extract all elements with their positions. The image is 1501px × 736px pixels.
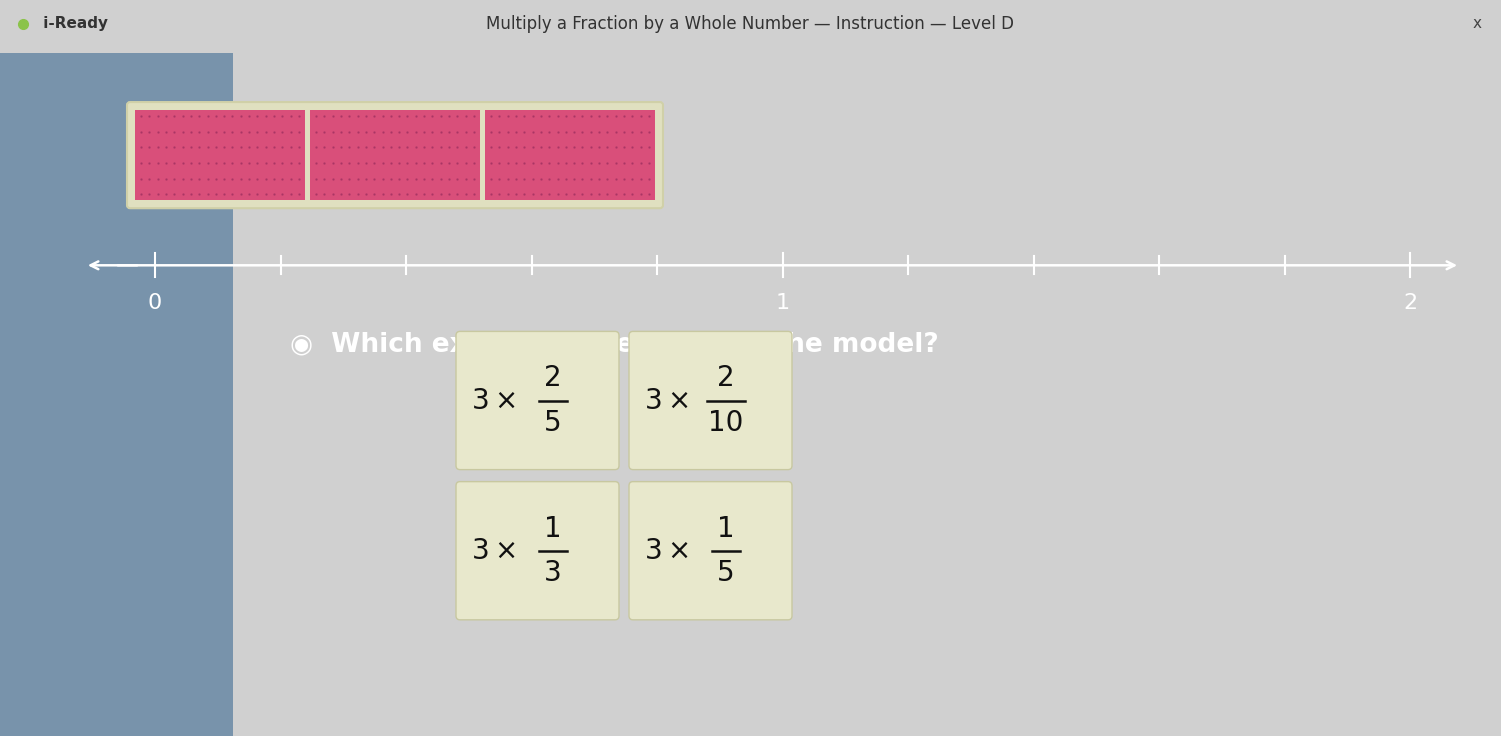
Bar [311, 110, 480, 200]
Bar [485, 110, 654, 200]
Text: 2: 2 [716, 364, 734, 392]
Text: 0: 0 [149, 294, 162, 314]
Text: 1: 1 [543, 514, 561, 542]
Text: 2: 2 [1403, 294, 1417, 314]
Text: x: x [1472, 16, 1481, 32]
Text: 1: 1 [716, 514, 734, 542]
Text: $3 \times$: $3 \times$ [471, 386, 515, 414]
Text: 10: 10 [708, 408, 743, 436]
Text: ◉  Which expression represents the model?: ◉ Which expression represents the model? [290, 333, 938, 358]
FancyBboxPatch shape [629, 331, 793, 470]
Text: Multiply a Fraction by a Whole Number — Instruction — Level D: Multiply a Fraction by a Whole Number — … [486, 15, 1015, 33]
Text: $3 \times$: $3 \times$ [644, 386, 689, 414]
FancyBboxPatch shape [456, 481, 618, 620]
Bar [135, 110, 305, 200]
Text: 3: 3 [543, 559, 561, 587]
Text: 5: 5 [543, 408, 561, 436]
Text: 2: 2 [543, 364, 561, 392]
FancyBboxPatch shape [456, 331, 618, 470]
Text: $3 \times$: $3 \times$ [644, 537, 689, 565]
Text: $3 \times$: $3 \times$ [471, 537, 515, 565]
Text: 1: 1 [776, 294, 790, 314]
FancyBboxPatch shape [128, 102, 663, 208]
Bar [0, 53, 233, 736]
FancyBboxPatch shape [629, 481, 793, 620]
Text: 5: 5 [716, 559, 734, 587]
Text: i-Ready: i-Ready [38, 16, 108, 32]
